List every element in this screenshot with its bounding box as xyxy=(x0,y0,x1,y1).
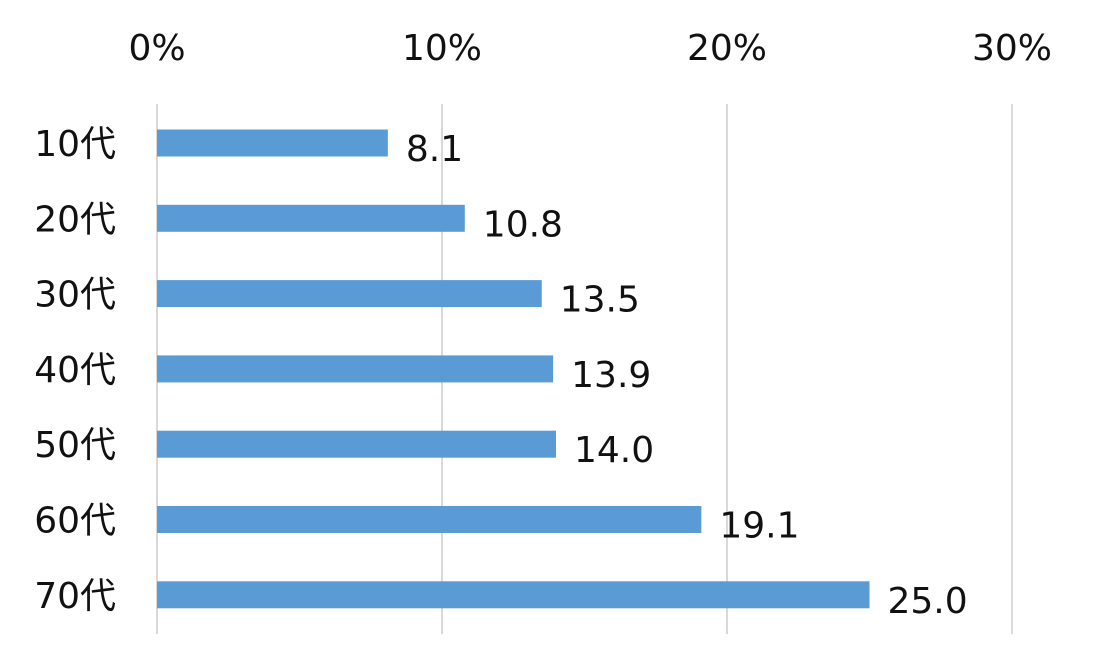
bar-50代 xyxy=(157,430,556,458)
category-label-6: 70代 xyxy=(34,576,116,617)
category-label-4: 50代 xyxy=(34,425,116,466)
data-label-4: 14.0 xyxy=(574,430,654,471)
bar-30代 xyxy=(157,280,542,308)
bar-10代 xyxy=(157,129,388,157)
category-label-1: 20代 xyxy=(34,199,116,240)
data-label-1: 10.8 xyxy=(483,204,563,245)
bars xyxy=(157,129,870,609)
category-label-5: 60代 xyxy=(34,501,116,542)
bar-70代 xyxy=(157,581,870,609)
data-label-2: 13.5 xyxy=(560,280,640,321)
x-tick-label-0: 0% xyxy=(128,28,185,69)
bar-60代 xyxy=(157,506,702,533)
bar-40代 xyxy=(157,355,554,383)
category-label-2: 30代 xyxy=(34,275,116,316)
x-axis-ticks: 0% 10% 20% 30% xyxy=(128,28,1052,69)
x-tick-label-10: 10% xyxy=(402,28,482,69)
data-label-5: 19.1 xyxy=(719,506,799,547)
bar-20代 xyxy=(157,204,465,232)
data-label-3: 13.9 xyxy=(571,355,651,396)
data-labels: 8.1 10.8 13.5 13.9 14.0 19.1 25.0 xyxy=(406,129,968,622)
data-label-0: 8.1 xyxy=(406,129,463,170)
category-labels: 10代 20代 30代 40代 50代 60代 70代 xyxy=(34,124,116,617)
data-label-6: 25.0 xyxy=(888,581,968,622)
x-tick-label-30: 30% xyxy=(972,28,1052,69)
category-label-3: 40代 xyxy=(34,350,116,391)
x-tick-label-20: 20% xyxy=(687,28,767,69)
category-label-0: 10代 xyxy=(34,124,116,165)
